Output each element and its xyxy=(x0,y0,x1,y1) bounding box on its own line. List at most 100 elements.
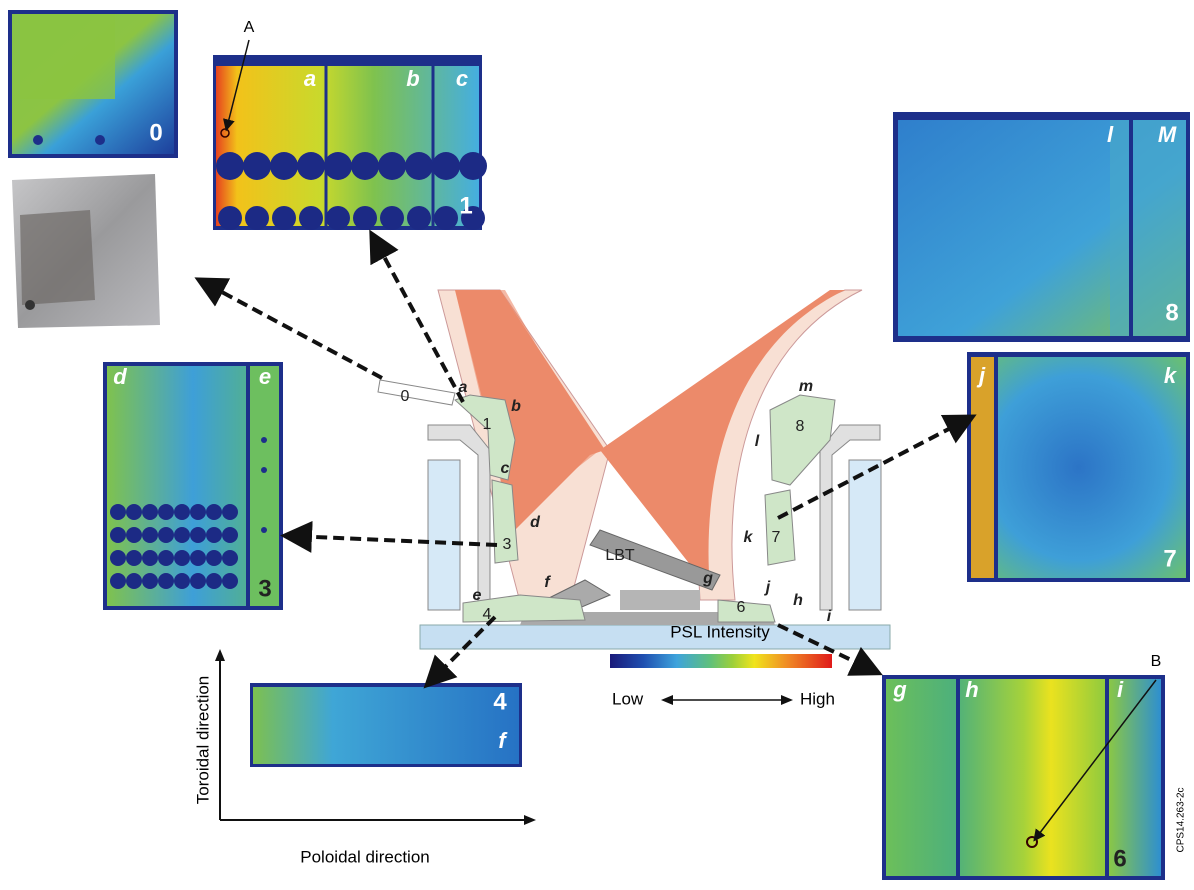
sample-hole xyxy=(110,527,126,543)
region-label: k xyxy=(1164,363,1178,388)
region-label: e xyxy=(259,364,271,389)
sample-hole xyxy=(190,573,206,589)
region-label: d xyxy=(113,364,127,389)
tile-photo xyxy=(12,174,160,328)
region-label: c xyxy=(456,66,468,91)
diagram-label: LBT xyxy=(605,547,635,564)
region-label: l xyxy=(1107,122,1114,147)
tile-label: 1 xyxy=(459,192,472,219)
sample-hole xyxy=(434,206,458,230)
sample-hole xyxy=(272,206,296,230)
diagram-label: i xyxy=(827,608,832,625)
diagram-label: 7 xyxy=(772,529,781,546)
sample-hole xyxy=(222,573,238,589)
panel-tile-0: 0 xyxy=(8,10,178,158)
sample-hole xyxy=(190,527,206,543)
diagram-label: 8 xyxy=(796,418,805,435)
sample-hole xyxy=(126,527,142,543)
diagram-label: c xyxy=(501,460,510,477)
diagram-label: 1 xyxy=(483,416,492,433)
sample-hole xyxy=(126,550,142,566)
tile-label: 0 xyxy=(149,119,162,146)
sample-hole xyxy=(407,206,431,230)
sample-hole xyxy=(378,152,406,180)
tile-label: 7 xyxy=(1163,545,1176,572)
diagram-label: l xyxy=(755,433,760,450)
diagram-label: 6 xyxy=(737,599,746,616)
tile-label: 3 xyxy=(258,575,271,602)
sample-hole xyxy=(324,152,352,180)
sample-hole xyxy=(174,573,190,589)
sample-hole xyxy=(297,152,325,180)
sample-hole xyxy=(459,152,487,180)
sample-hole xyxy=(142,573,158,589)
sample-hole xyxy=(142,527,158,543)
tile-label: 8 xyxy=(1165,299,1178,326)
sample-hole xyxy=(126,504,142,520)
sample-hole xyxy=(142,504,158,520)
legend-low: Low xyxy=(612,689,644,708)
sample-hole xyxy=(158,550,174,566)
region-label: g xyxy=(892,677,907,702)
sample-hole xyxy=(158,573,174,589)
sample-hole xyxy=(206,573,222,589)
sample-hole xyxy=(326,206,350,230)
sample-hole xyxy=(432,152,460,180)
sample-hole xyxy=(190,504,206,520)
diagram-label: b xyxy=(511,398,521,415)
figure: 0 a b c 1 A l M 8 j k 7 xyxy=(0,0,1194,890)
sample-hole xyxy=(174,550,190,566)
diagram-label: e xyxy=(473,587,482,604)
diagram-label: 0 xyxy=(401,388,410,405)
legend-high: High xyxy=(800,689,835,708)
sample-hole xyxy=(206,550,222,566)
region-label: a xyxy=(304,66,316,91)
sample-hole xyxy=(158,504,174,520)
diagram-label: h xyxy=(793,592,803,609)
sample-hole xyxy=(110,504,126,520)
sample-hole xyxy=(142,550,158,566)
sample-hole xyxy=(405,152,433,180)
sample-hole xyxy=(158,527,174,543)
sample-hole xyxy=(110,550,126,566)
point-label: A xyxy=(244,19,255,36)
sample-hole xyxy=(351,152,379,180)
axis-label: Poloidal direction xyxy=(300,847,429,866)
region-label: M xyxy=(1158,122,1177,147)
sample-hole xyxy=(216,152,244,180)
sample-hole xyxy=(222,527,238,543)
sample-hole xyxy=(206,527,222,543)
sample-hole xyxy=(126,573,142,589)
colorbar xyxy=(610,654,832,668)
sample-hole xyxy=(380,206,404,230)
region-label: h xyxy=(965,677,978,702)
sample-hole xyxy=(270,152,298,180)
figure-id: CPS14.263-2c xyxy=(1176,787,1187,852)
tile-label: 4 xyxy=(493,688,507,715)
sample-hole xyxy=(174,527,190,543)
panel-tile-4: 4 f xyxy=(250,683,522,767)
panel-tile-8: l M 8 xyxy=(893,112,1190,342)
panel-tile-6: g h i 6 xyxy=(882,675,1165,880)
tile-label: 6 xyxy=(1113,845,1126,872)
panel-tile-7: j k 7 xyxy=(967,352,1190,582)
point-label: B xyxy=(1151,653,1162,670)
legend-title: PSL Intensity xyxy=(670,622,770,641)
diagram-label: k xyxy=(744,529,754,546)
divertor-diagram: 0a1bcd3e4fLBTg6jhik7l8m xyxy=(378,290,890,649)
diagram-label: 3 xyxy=(503,536,512,553)
panel-tile-1: a b c 1 xyxy=(213,55,487,230)
region-label: i xyxy=(1117,677,1124,702)
sample-hole xyxy=(206,504,222,520)
sample-hole xyxy=(174,504,190,520)
sample-hole xyxy=(222,550,238,566)
sample-hole xyxy=(222,504,238,520)
diagram-label: g xyxy=(702,570,713,587)
diagram-label: d xyxy=(530,514,541,531)
region-label: b xyxy=(406,66,419,91)
sample-hole xyxy=(110,573,126,589)
sample-hole xyxy=(190,550,206,566)
panel-tile-3: d e 3 xyxy=(103,362,283,610)
sample-hole xyxy=(245,206,269,230)
diagram-label: j xyxy=(764,579,771,596)
